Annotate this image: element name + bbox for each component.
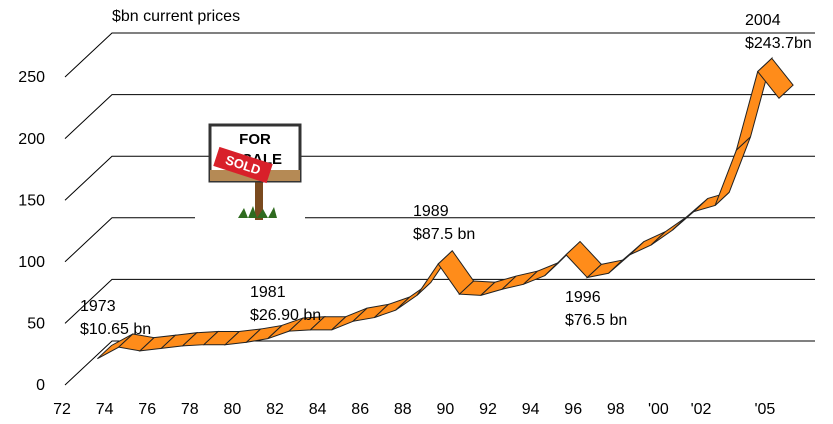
x-tick-label: 96: [564, 401, 582, 418]
grid-line: [64, 278, 815, 324]
ribbon-segment: [650, 216, 687, 246]
x-tick-label: 98: [607, 401, 625, 418]
x-tick-label: 82: [266, 401, 284, 418]
grid-line: [64, 94, 815, 139]
y-tick-label: 200: [18, 131, 45, 148]
x-tick-label: 84: [309, 401, 327, 418]
sale-sign: FOR SALE SOLD: [195, 123, 305, 225]
x-tick-label: 90: [437, 401, 455, 418]
stamp-bg: [213, 146, 273, 184]
x-tick-label: 76: [138, 401, 156, 418]
grid-line: [64, 340, 815, 386]
annotation: $26.90 bn: [250, 307, 321, 324]
annotation: $10.65 bn: [80, 321, 151, 338]
x-tick-label: '05: [754, 401, 775, 418]
x-tick-label: 80: [224, 401, 242, 418]
ribbon-segment: [757, 57, 794, 100]
sign-top: FOR: [239, 131, 271, 148]
annotation: 2004: [745, 12, 781, 29]
x-tick-label: 86: [351, 401, 369, 418]
y-tick-label: 150: [18, 192, 45, 209]
x-tick-label: 94: [522, 401, 540, 418]
y-axis-label: $bn current prices: [112, 8, 240, 25]
x-tick-label: 92: [479, 401, 497, 418]
ribbon-segment: [629, 231, 666, 256]
annotation: 1973: [80, 298, 116, 315]
annotation: $87.5 bn: [413, 226, 475, 243]
x-tick-label: '00: [648, 401, 669, 418]
annotation: $243.7bn: [745, 35, 812, 52]
grass: [238, 206, 277, 218]
x-tick-label: '02: [691, 401, 712, 418]
annotation: 1989: [413, 203, 449, 220]
annotation: 1996: [565, 289, 601, 306]
annotation: $76.5 bn: [565, 312, 627, 329]
sign-shadow: [195, 200, 305, 225]
ribbon-segment: [714, 136, 751, 206]
grid-line: [64, 217, 815, 263]
x-tick-label: 78: [181, 401, 199, 418]
x-tick-label: 74: [96, 401, 114, 418]
y-tick-label: 0: [36, 377, 45, 394]
x-tick-label: 88: [394, 401, 412, 418]
grid-line: [64, 155, 815, 201]
annotation: 1981: [250, 284, 286, 301]
y-tick-label: 250: [18, 69, 45, 86]
x-tick-label: 72: [53, 401, 71, 418]
y-tick-label: 100: [18, 254, 45, 271]
sign-post: [255, 180, 263, 220]
grid-line: [64, 32, 815, 78]
y-tick-label: 50: [27, 316, 45, 333]
